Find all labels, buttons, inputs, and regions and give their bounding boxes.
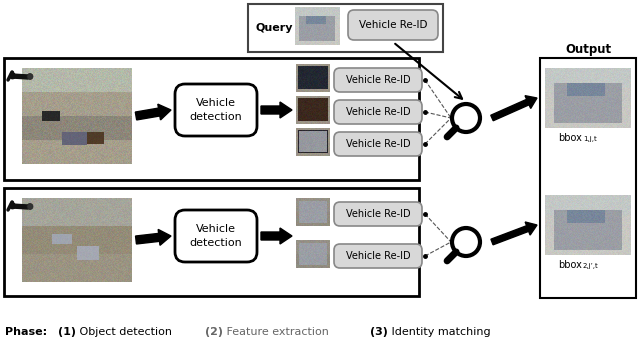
Polygon shape [12,204,28,209]
Polygon shape [261,228,292,244]
FancyBboxPatch shape [334,132,422,156]
Text: Output: Output [565,43,611,56]
FancyBboxPatch shape [175,210,257,262]
Polygon shape [491,96,537,121]
Bar [540,58,636,298]
Bar [4,188,419,296]
Text: Identity matching: Identity matching [388,327,491,337]
Text: Query: Query [256,23,294,33]
Text: Vehicle Re-ID: Vehicle Re-ID [359,20,428,30]
Text: bbox: bbox [558,133,582,143]
Text: (2): (2) [205,327,223,337]
Polygon shape [136,229,171,245]
Text: Object detection: Object detection [76,327,172,337]
Bar [248,4,443,52]
FancyBboxPatch shape [334,202,422,226]
Text: Vehicle Re-ID: Vehicle Re-ID [346,251,410,261]
Bar [10,73,14,77]
FancyBboxPatch shape [348,10,438,40]
Polygon shape [491,222,537,245]
Text: Vehicle
detection: Vehicle detection [189,224,243,248]
FancyBboxPatch shape [334,244,422,268]
FancyBboxPatch shape [334,68,422,92]
FancyBboxPatch shape [175,84,257,136]
Circle shape [27,74,33,79]
Circle shape [27,203,33,210]
Text: 2,j’,t: 2,j’,t [583,263,599,269]
Bar [10,203,14,207]
Text: Vehicle Re-ID: Vehicle Re-ID [346,209,410,219]
Polygon shape [12,74,28,79]
Text: Feature extraction: Feature extraction [223,327,329,337]
FancyBboxPatch shape [334,100,422,124]
Text: (1): (1) [58,327,76,337]
Polygon shape [135,104,171,120]
Text: Vehicle Re-ID: Vehicle Re-ID [346,107,410,117]
Text: 1,j,t: 1,j,t [583,136,596,142]
Text: Phase:: Phase: [5,327,47,337]
Text: (3): (3) [370,327,388,337]
Text: Vehicle
detection: Vehicle detection [189,98,243,122]
Text: bbox: bbox [558,260,582,270]
Bar [4,58,419,180]
Text: Vehicle Re-ID: Vehicle Re-ID [346,139,410,149]
Polygon shape [261,102,292,118]
Text: Vehicle Re-ID: Vehicle Re-ID [346,75,410,85]
